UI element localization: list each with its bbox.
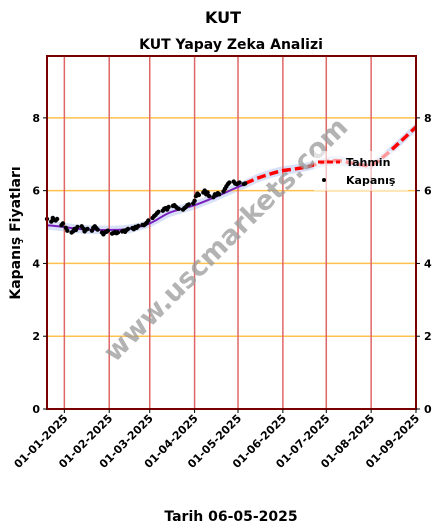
- close-point: [115, 230, 121, 235]
- y-tick-label-right: 8: [424, 112, 432, 125]
- legend-box: [314, 151, 408, 191]
- legend-forecast-label: Tahmin: [346, 156, 390, 169]
- y-tick-label-left: 4: [32, 257, 40, 270]
- y-axis-label: Kapanış Fiyatları: [8, 166, 24, 299]
- y-tick-label-right: 0: [424, 403, 432, 416]
- legend-close-swatch: [322, 178, 326, 182]
- close-point: [95, 227, 100, 232]
- close-point: [217, 192, 222, 197]
- y-axis-left: 0 2 4 6 8: [32, 112, 47, 416]
- close-point: [105, 228, 111, 233]
- close-point: [146, 218, 151, 223]
- close-point: [65, 228, 70, 233]
- close-point: [136, 223, 141, 229]
- close-point: [176, 206, 181, 211]
- close-point: [237, 180, 242, 185]
- chart-suptitle: KUT: [205, 8, 241, 27]
- close-point: [156, 209, 161, 214]
- y-tick-label-left: 0: [32, 403, 40, 416]
- y-tick-label-left: 6: [32, 185, 40, 198]
- close-price-points: [44, 179, 248, 237]
- close-point: [206, 193, 212, 199]
- close-point: [85, 226, 90, 232]
- close-point: [192, 198, 197, 203]
- close-point: [196, 192, 202, 198]
- y-tick-label-right: 6: [424, 185, 432, 198]
- legend-close-label: Kapanış: [346, 174, 396, 187]
- y-tick-label-left: 8: [32, 112, 40, 125]
- close-point: [227, 180, 232, 185]
- close-point: [125, 226, 131, 232]
- close-point: [205, 190, 210, 195]
- x-axis: 01-01-202501-02-202501-03-202501-04-2025…: [12, 409, 422, 471]
- close-point: [54, 216, 60, 222]
- x-axis-label: Tarih 06-05-2025: [164, 509, 297, 525]
- chart-title: KUT Yapay Zeka Analizi: [139, 37, 323, 53]
- y-axis-right: 0 2 4 6 8: [416, 112, 432, 416]
- y-tick-label-right: 2: [424, 330, 432, 343]
- y-tick-label-right: 4: [424, 257, 432, 270]
- plot-area: [44, 56, 418, 409]
- close-point: [75, 224, 80, 230]
- vertical-grid: [63, 56, 372, 409]
- legend: Tahmin Kapanış: [314, 151, 408, 191]
- close-point: [186, 202, 191, 207]
- close-point: [60, 221, 66, 226]
- plot-frame: [46, 55, 417, 410]
- close-point: [166, 204, 171, 210]
- close-point: [243, 181, 248, 186]
- y-tick-label-left: 2: [32, 330, 40, 343]
